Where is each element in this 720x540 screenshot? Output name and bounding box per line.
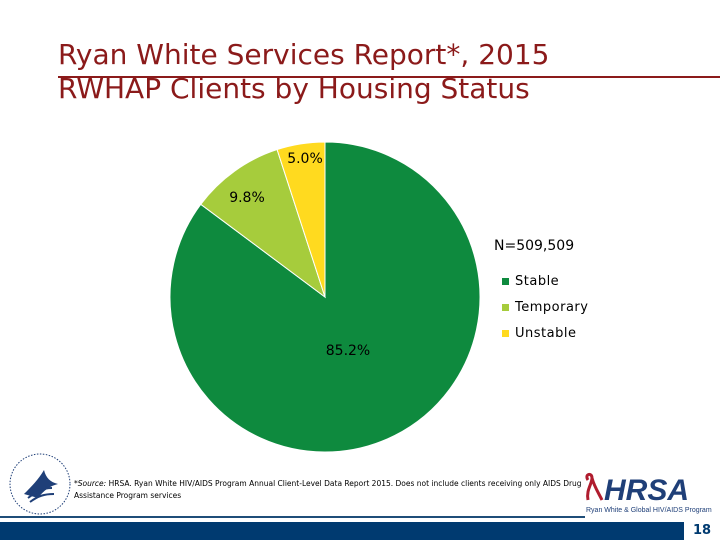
chart-legend: Stable Temporary Unstable xyxy=(502,268,588,346)
legend-label-temporary: Temporary xyxy=(515,299,589,315)
footnote-source-label: *Source: xyxy=(74,479,107,488)
legend-item-stable: Stable xyxy=(502,268,588,294)
hrsa-wordmark: HRSA xyxy=(604,474,689,507)
footer-bar xyxy=(0,522,720,540)
pie-slice-temporary xyxy=(200,148,326,299)
legend-label-unstable: Unstable xyxy=(515,325,577,341)
legend-swatch-temporary xyxy=(502,303,509,311)
footnote-text: HRSA. Ryan White HIV/AIDS Program Annual… xyxy=(74,479,582,500)
data-label-stable: 85.2% xyxy=(326,343,370,359)
legend-item-temporary: Temporary xyxy=(502,294,588,320)
pie-slice-unstable xyxy=(276,141,326,298)
title-divider xyxy=(58,76,720,78)
sample-size-label: N=509,509 xyxy=(494,238,575,254)
page-number: 18 xyxy=(684,522,720,540)
footer-rule xyxy=(0,516,585,518)
hrsa-logo: HRSA Ryan White & Global HIV/AIDS Progra… xyxy=(585,472,712,514)
legend-item-unstable: Unstable xyxy=(502,320,588,346)
hrsa-subtitle: Ryan White & Global HIV/AIDS Program xyxy=(586,507,712,514)
legend-label-stable: Stable xyxy=(515,273,560,289)
legend-swatch-unstable xyxy=(502,329,509,337)
data-label-temporary: 9.8% xyxy=(229,190,265,206)
hhs-seal-logo xyxy=(9,453,71,515)
title-line-1: Ryan White Services Report*, 2015 xyxy=(58,38,550,71)
source-footnote: *Source: HRSA. Ryan White HIV/AIDS Progr… xyxy=(74,478,594,502)
legend-swatch-stable xyxy=(502,277,509,285)
data-label-unstable: 5.0% xyxy=(287,151,323,167)
